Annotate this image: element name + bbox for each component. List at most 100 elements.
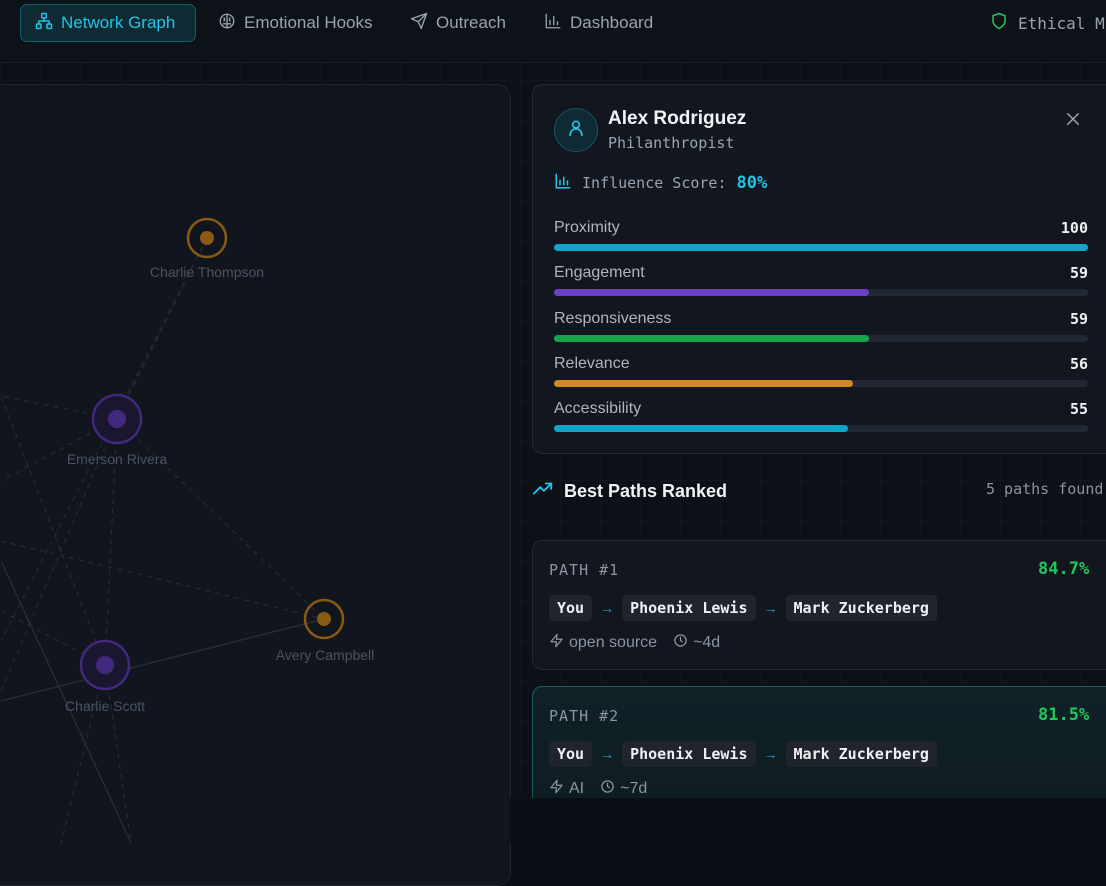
graph-edge bbox=[1, 540, 325, 620]
bar-chart-icon bbox=[544, 12, 562, 35]
metric-value: 55 bbox=[1069, 400, 1088, 418]
arrow-right-icon: → bbox=[600, 600, 615, 616]
metric-label: Accessibility bbox=[554, 400, 642, 417]
path-card[interactable]: PATH #2 81.5% You → Phoenix Lewis → Mark… bbox=[532, 686, 1106, 816]
best-paths-title: Best Paths Ranked bbox=[564, 481, 728, 501]
bar-chart-icon bbox=[554, 172, 572, 194]
metric-relevance: Relevance 56 bbox=[554, 355, 1088, 400]
path-node-chip: You bbox=[549, 741, 593, 767]
path-card[interactable]: PATH #1 84.7% You → Phoenix Lewis → Mark… bbox=[532, 540, 1106, 670]
graph-edge bbox=[1, 395, 106, 666]
path-label: PATH #1 bbox=[549, 561, 620, 579]
ethical-mode-toggle[interactable]: Ethical M bbox=[990, 4, 1105, 42]
path-score: 84.7% bbox=[1038, 559, 1090, 579]
metric-fill bbox=[554, 289, 870, 296]
ethical-mode-label: Ethical M bbox=[1018, 13, 1105, 33]
influence-score: Influence Score: 80% bbox=[554, 172, 767, 194]
best-paths-header: Best Paths Ranked bbox=[532, 478, 727, 505]
path-topic-text: open source bbox=[569, 634, 658, 651]
metric-value: 59 bbox=[1069, 310, 1088, 328]
influence-value: 80% bbox=[736, 173, 768, 193]
path-node-chip: Phoenix Lewis bbox=[622, 741, 756, 767]
close-button[interactable] bbox=[1062, 110, 1084, 132]
node-label: Charlie Scott bbox=[64, 698, 146, 714]
metric-track bbox=[554, 244, 1088, 251]
path-chain: You → Phoenix Lewis → Mark Zuckerberg bbox=[549, 741, 937, 767]
tab-emotional-hooks[interactable]: Emotional Hooks bbox=[204, 4, 387, 42]
path-time-text: ~7d bbox=[620, 780, 648, 797]
path-time-text: ~4d bbox=[693, 634, 721, 651]
path-topic-text: AI bbox=[569, 780, 585, 797]
metric-value: 100 bbox=[1060, 219, 1088, 237]
node-ring bbox=[186, 217, 228, 259]
network-graph-panel[interactable]: Charlie Thompson Emerson Rivera Avery Ca… bbox=[0, 84, 511, 886]
graph-node-emerson-rivera[interactable] bbox=[91, 393, 143, 445]
trending-up-icon bbox=[532, 478, 554, 505]
path-meta: AI ~7d bbox=[549, 779, 647, 799]
graph-edge bbox=[104, 664, 132, 843]
metric-track bbox=[554, 289, 1088, 296]
metric-label: Relevance bbox=[554, 355, 630, 372]
path-topic: AI bbox=[549, 779, 584, 799]
metric-track bbox=[554, 335, 1088, 342]
metric-engagement: Engagement 59 bbox=[554, 264, 1088, 309]
metric-track bbox=[554, 380, 1088, 387]
graph-edge bbox=[1, 618, 325, 702]
graph-node-avery-campbell[interactable] bbox=[303, 598, 345, 640]
metric-accessibility: Accessibility 55 bbox=[554, 400, 1088, 445]
metric-responsiveness: Responsiveness 59 bbox=[554, 310, 1088, 355]
tab-dashboard[interactable]: Dashboard bbox=[530, 4, 667, 42]
profile-role: Philanthropist bbox=[608, 134, 735, 152]
graph-node-charlie-scott[interactable] bbox=[79, 639, 131, 691]
clock-icon bbox=[600, 779, 615, 799]
node-dot bbox=[96, 656, 114, 674]
influence-label: Influence Score: bbox=[582, 174, 727, 192]
node-dot bbox=[317, 612, 331, 626]
path-time: ~7d bbox=[600, 779, 647, 799]
metric-value: 56 bbox=[1069, 355, 1088, 373]
tab-label: Outreach bbox=[436, 13, 506, 32]
network-graph-canvas[interactable] bbox=[1, 84, 511, 843]
avatar bbox=[554, 108, 598, 152]
lightning-icon bbox=[549, 633, 564, 653]
graph-edges-solid bbox=[1, 560, 325, 843]
tab-network-graph[interactable]: Network Graph bbox=[20, 4, 196, 42]
graph-edges bbox=[1, 237, 325, 843]
metric-label: Engagement bbox=[554, 264, 645, 281]
graph-node-charlie-thompson[interactable] bbox=[186, 217, 228, 259]
send-icon bbox=[410, 12, 428, 35]
graph-edge bbox=[104, 418, 118, 666]
profile-name: Alex Rodriguez bbox=[608, 108, 747, 129]
scroll-fade-overlay bbox=[510, 798, 1106, 842]
tab-outreach[interactable]: Outreach bbox=[396, 4, 520, 42]
path-chain: You → Phoenix Lewis → Mark Zuckerberg bbox=[549, 595, 937, 621]
path-node-chip: Phoenix Lewis bbox=[622, 595, 756, 621]
metric-track bbox=[554, 425, 1088, 432]
lightning-icon bbox=[549, 779, 564, 799]
node-ring bbox=[303, 598, 345, 640]
metric-fill bbox=[554, 380, 854, 387]
metric-value: 59 bbox=[1069, 264, 1088, 282]
node-dot bbox=[108, 410, 126, 428]
shield-icon bbox=[990, 12, 1008, 34]
path-topic: open source bbox=[549, 633, 657, 653]
node-label: Charlie Thompson bbox=[149, 264, 265, 280]
path-score: 81.5% bbox=[1038, 705, 1090, 725]
path-node-chip: Mark Zuckerberg bbox=[785, 595, 937, 621]
metric-label: Proximity bbox=[554, 219, 620, 236]
profile-card: Alex Rodriguez Philanthropist Influence … bbox=[532, 84, 1106, 454]
node-dot bbox=[200, 231, 214, 245]
user-icon bbox=[566, 118, 586, 143]
metric-fill bbox=[554, 244, 1088, 251]
metric-fill bbox=[554, 425, 848, 432]
close-icon bbox=[1064, 110, 1082, 133]
path-node-chip: Mark Zuckerberg bbox=[785, 741, 937, 767]
path-time: ~4d bbox=[673, 633, 720, 653]
tab-label: Emotional Hooks bbox=[244, 13, 373, 32]
metric-fill bbox=[554, 335, 870, 342]
graph-edge bbox=[60, 664, 106, 843]
graph-edge bbox=[1, 560, 132, 843]
paths-count: 5 paths found bbox=[986, 480, 1104, 498]
path-label: PATH #2 bbox=[549, 707, 620, 725]
tab-label: Network Graph bbox=[61, 13, 176, 32]
